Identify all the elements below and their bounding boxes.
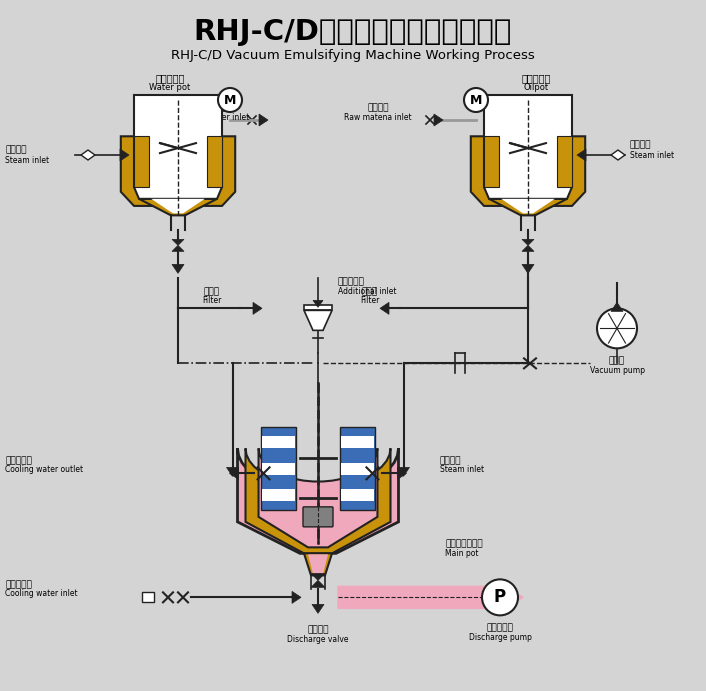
Polygon shape: [397, 467, 407, 480]
Polygon shape: [246, 448, 390, 553]
Text: Additional inlet: Additional inlet: [338, 287, 397, 296]
Polygon shape: [611, 150, 625, 160]
Polygon shape: [489, 199, 567, 216]
Text: 真空泵: 真空泵: [609, 357, 625, 366]
Polygon shape: [434, 114, 443, 126]
Polygon shape: [261, 462, 295, 475]
Text: RHJ-C/D Vacuum Emulsifying Machine Working Process: RHJ-C/D Vacuum Emulsifying Machine Worki…: [171, 48, 535, 61]
FancyArrow shape: [338, 580, 523, 615]
Circle shape: [464, 88, 488, 112]
Polygon shape: [522, 239, 534, 245]
Circle shape: [482, 579, 518, 616]
Polygon shape: [311, 580, 325, 587]
Polygon shape: [340, 427, 376, 510]
Text: 冷却水出口: 冷却水出口: [5, 456, 32, 465]
Polygon shape: [172, 239, 184, 245]
Polygon shape: [484, 95, 572, 199]
Polygon shape: [261, 427, 296, 510]
Text: Cooling water outlet: Cooling water outlet: [5, 465, 83, 474]
Text: 原料入口: 原料入口: [367, 103, 389, 112]
Text: Steam inlet: Steam inlet: [5, 155, 49, 164]
Text: 真空乳化搔拌槽: 真空乳化搔拌槽: [445, 539, 483, 548]
Polygon shape: [308, 554, 328, 574]
FancyBboxPatch shape: [303, 507, 333, 527]
Text: 过滤器: 过滤器: [362, 287, 378, 296]
Polygon shape: [380, 303, 389, 314]
Text: M: M: [224, 93, 237, 106]
Polygon shape: [522, 265, 534, 274]
Text: 油相溶解槽: 油相溶解槽: [521, 73, 551, 83]
Polygon shape: [253, 303, 262, 314]
Polygon shape: [501, 136, 555, 187]
Polygon shape: [151, 199, 205, 214]
Polygon shape: [259, 114, 268, 126]
Text: Raw matena inlet: Raw matena inlet: [345, 113, 412, 122]
Text: 蒸汽入口: 蒸汽入口: [630, 140, 652, 149]
Polygon shape: [139, 199, 217, 216]
Polygon shape: [237, 448, 398, 553]
Text: 冷却水入口: 冷却水入口: [5, 580, 32, 589]
Polygon shape: [151, 136, 205, 187]
Text: 蒸汽入口: 蒸汽入口: [5, 146, 27, 155]
Text: Vacuum pump: Vacuum pump: [590, 366, 645, 375]
Polygon shape: [134, 95, 222, 199]
Text: Discharge pump: Discharge pump: [469, 634, 532, 643]
Text: 水入口: 水入口: [220, 103, 236, 112]
Polygon shape: [229, 467, 239, 480]
Polygon shape: [261, 489, 295, 501]
Polygon shape: [471, 136, 585, 206]
Text: 过滤器: 过滤器: [204, 287, 220, 296]
Text: Water pot: Water pot: [150, 83, 191, 92]
Polygon shape: [304, 553, 332, 576]
Polygon shape: [341, 489, 374, 501]
Text: 添加物入口: 添加物入口: [338, 277, 365, 286]
Text: 水相溶解槽: 水相溶解槽: [155, 73, 185, 83]
Polygon shape: [304, 310, 332, 330]
Text: Steam inlet: Steam inlet: [630, 151, 674, 160]
Polygon shape: [611, 303, 623, 312]
Text: Oilpot: Oilpot: [523, 83, 549, 92]
Polygon shape: [397, 467, 409, 476]
Polygon shape: [227, 467, 239, 476]
Text: M: M: [469, 93, 482, 106]
Text: Main pot: Main pot: [445, 549, 479, 558]
Polygon shape: [258, 448, 378, 547]
Polygon shape: [172, 265, 184, 274]
Text: Water inlet: Water inlet: [207, 113, 249, 122]
Polygon shape: [134, 136, 149, 187]
Polygon shape: [341, 436, 374, 448]
Polygon shape: [207, 136, 222, 187]
FancyBboxPatch shape: [142, 592, 154, 603]
Circle shape: [597, 308, 637, 348]
Text: Filter: Filter: [203, 296, 222, 305]
Polygon shape: [577, 149, 586, 161]
Polygon shape: [484, 136, 499, 187]
Polygon shape: [312, 605, 324, 614]
Text: Filter: Filter: [360, 296, 380, 305]
Text: P: P: [494, 588, 506, 607]
Polygon shape: [522, 245, 534, 252]
Circle shape: [218, 88, 242, 112]
Polygon shape: [81, 150, 95, 160]
Polygon shape: [501, 199, 555, 214]
Polygon shape: [292, 591, 301, 603]
Polygon shape: [341, 462, 374, 475]
Polygon shape: [311, 574, 325, 580]
Polygon shape: [304, 305, 332, 310]
Text: Steam inlet: Steam inlet: [440, 465, 484, 474]
Polygon shape: [172, 245, 184, 252]
Polygon shape: [261, 436, 295, 448]
Polygon shape: [557, 136, 572, 187]
Text: Cooling water inlet: Cooling water inlet: [5, 589, 78, 598]
Text: 制品出料: 制品出料: [307, 625, 329, 634]
Polygon shape: [120, 149, 129, 161]
Polygon shape: [313, 301, 323, 307]
Text: RHJ-C/D真空均质乳化机流程示意: RHJ-C/D真空均质乳化机流程示意: [194, 18, 512, 46]
Text: 成品出料泵: 成品出料泵: [486, 623, 513, 632]
Polygon shape: [121, 136, 235, 206]
Text: 蒸汽入口: 蒸汽入口: [440, 456, 462, 465]
Text: Discharge valve: Discharge valve: [287, 635, 349, 645]
